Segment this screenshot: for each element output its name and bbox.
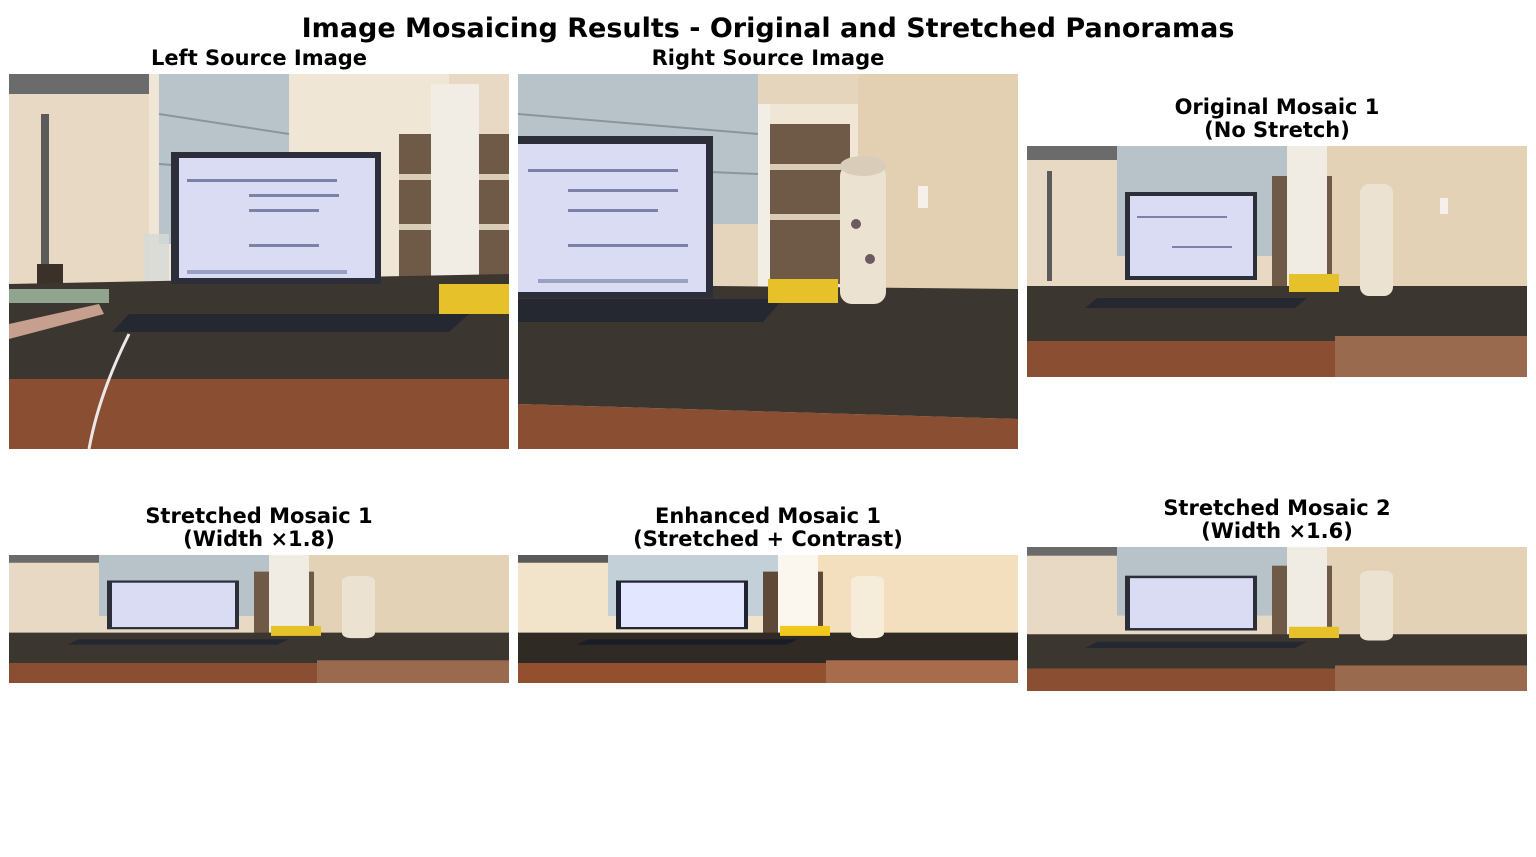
panel-title-stretched-mosaic-1: Stretched Mosaic 1 (Width ×1.8) xyxy=(145,504,373,551)
panel-title-right-source: Right Source Image xyxy=(651,46,885,70)
right-source-image xyxy=(518,74,1018,449)
figure-title: Image Mosaicing Results - Original and S… xyxy=(301,13,1235,44)
panel-title-left-source: Left Source Image xyxy=(150,46,368,70)
stretched-mosaic-1-photo xyxy=(9,555,509,683)
original-mosaic-photo xyxy=(1027,146,1527,377)
left-source-photo xyxy=(9,74,509,449)
right-source-photo xyxy=(518,74,1018,449)
panel-title-stretched-mosaic-2: Stretched Mosaic 2 (Width ×1.6) xyxy=(1163,496,1391,543)
stretched-mosaic-1-image xyxy=(9,555,509,683)
stretched-mosaic-2-image xyxy=(1027,547,1527,691)
stretched-mosaic-2-photo xyxy=(1027,547,1527,691)
panel-title-original-mosaic: Original Mosaic 1 (No Stretch) xyxy=(1174,95,1380,142)
enhanced-mosaic-1-image xyxy=(518,555,1018,683)
enhanced-mosaic-1-photo xyxy=(518,555,1018,683)
panel-title-enhanced-mosaic-1: Enhanced Mosaic 1 (Stretched + Contrast) xyxy=(633,504,903,551)
original-mosaic-image xyxy=(1027,146,1527,377)
left-source-image xyxy=(9,74,509,449)
